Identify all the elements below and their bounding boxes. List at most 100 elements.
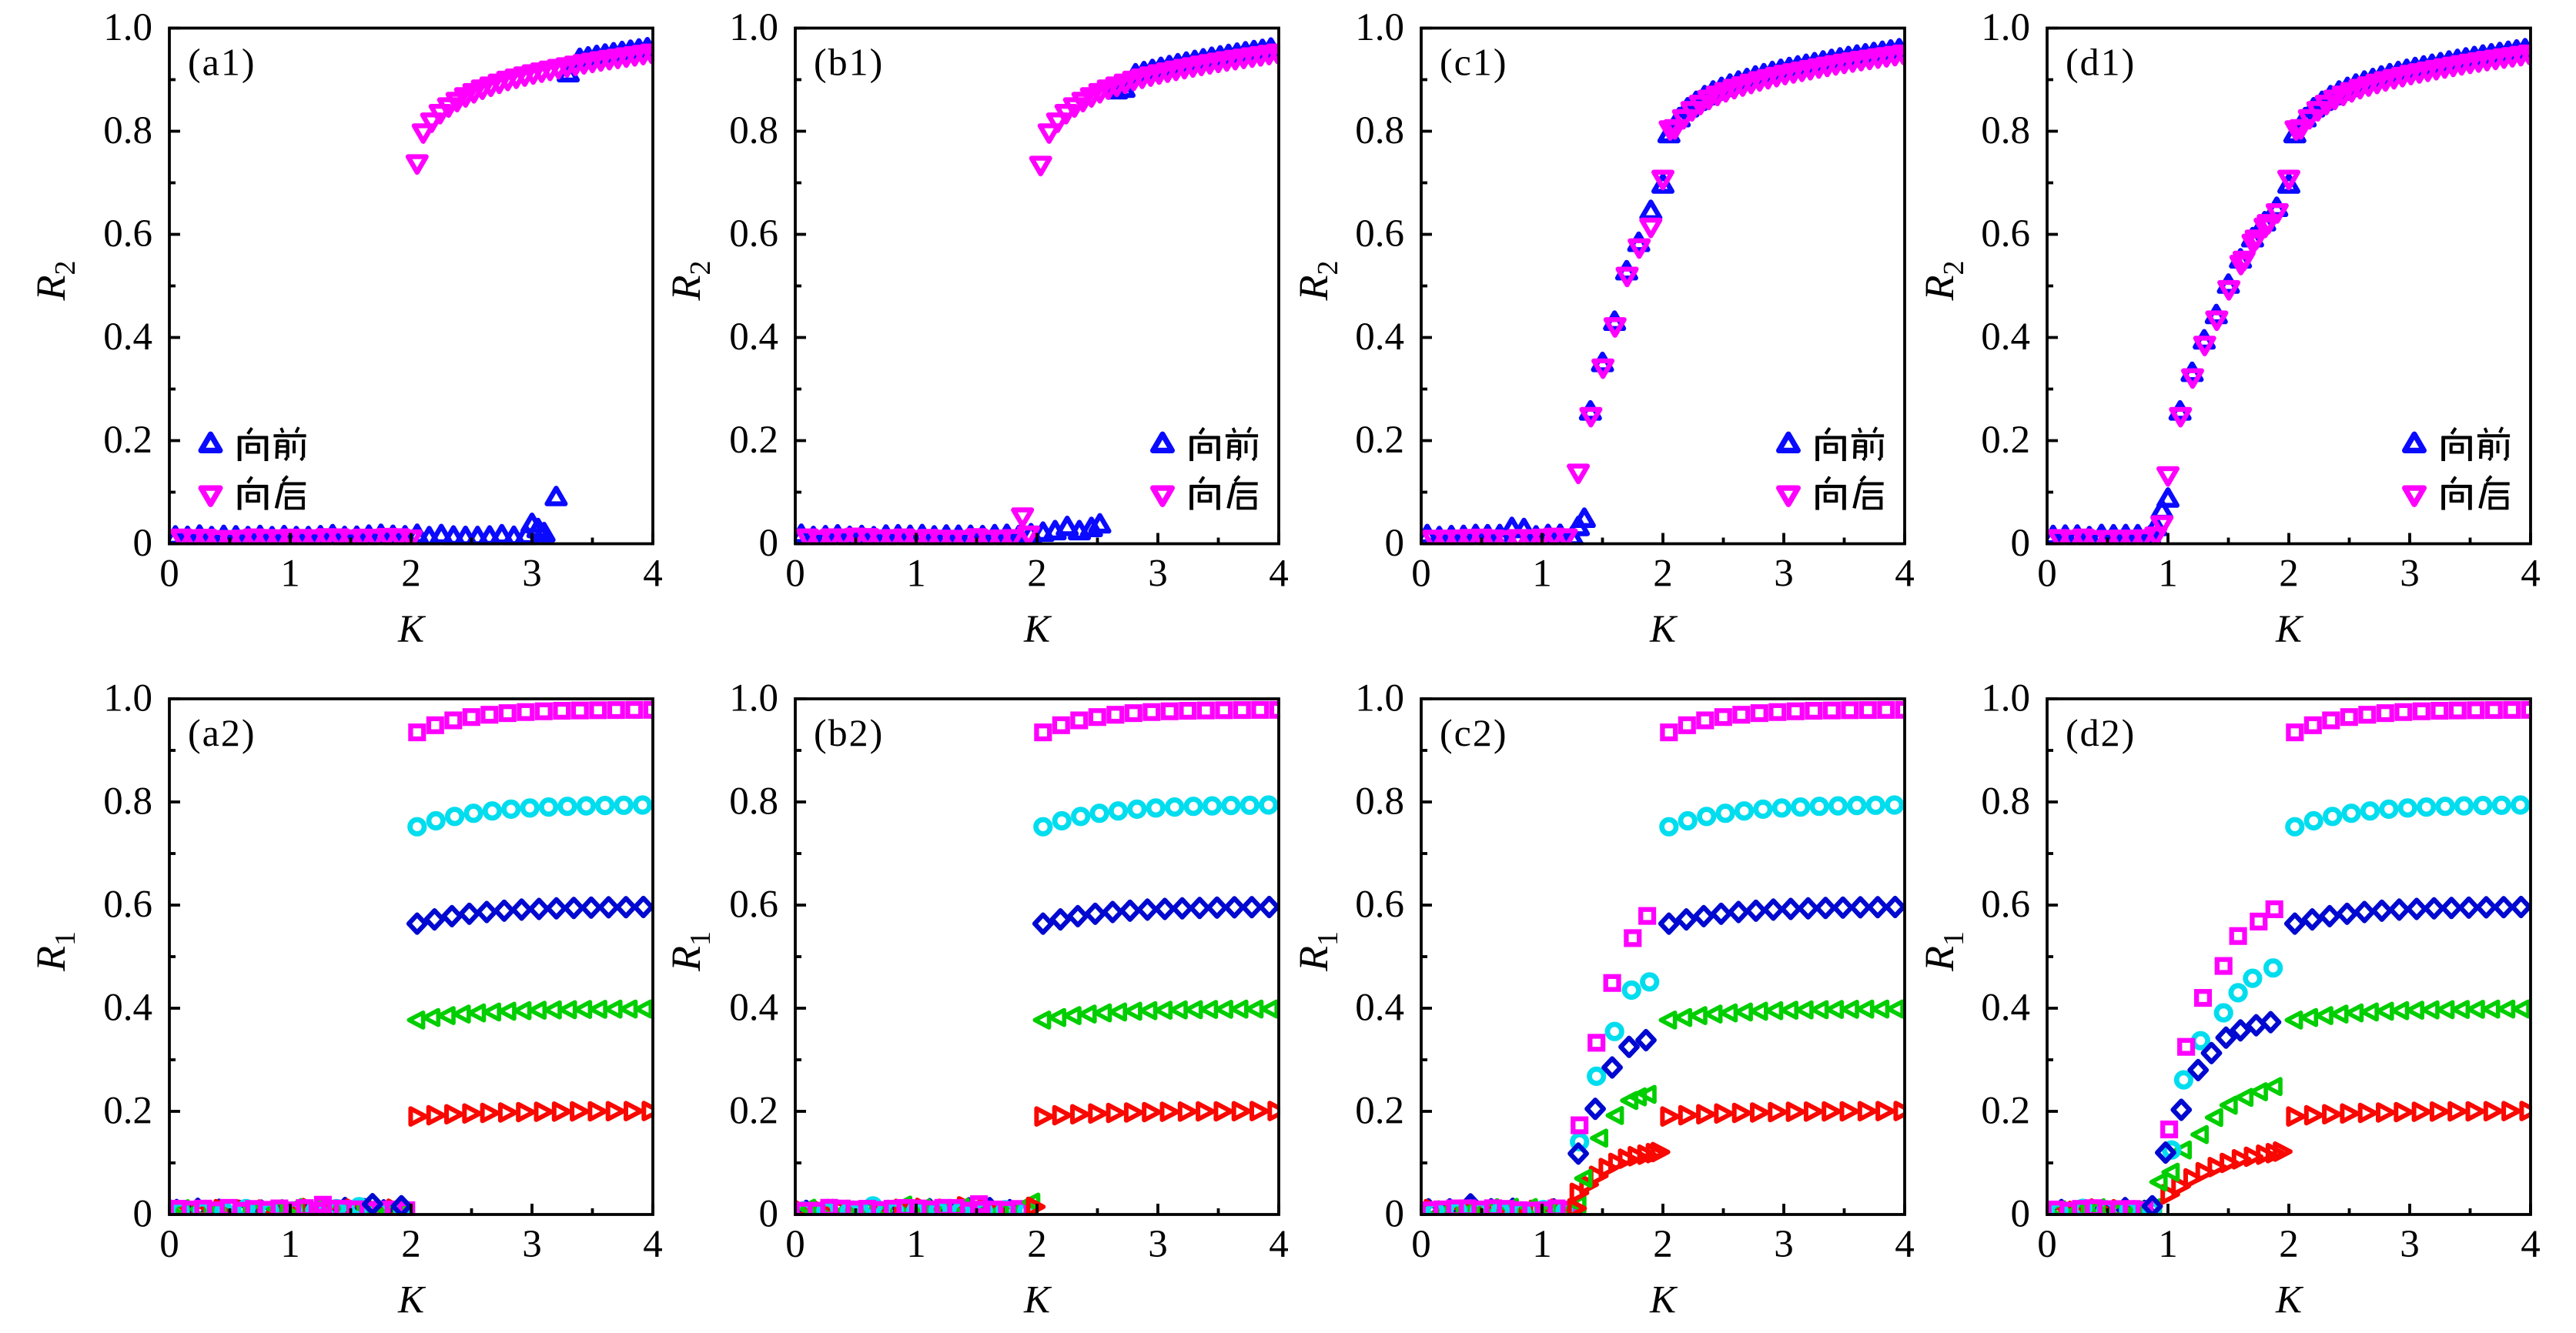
svg-text:2: 2 — [1653, 1223, 1673, 1266]
svg-text:0.8: 0.8 — [103, 109, 152, 152]
svg-text:0.6: 0.6 — [729, 884, 778, 927]
svg-text:(b2): (b2) — [814, 711, 884, 754]
svg-text:0.4: 0.4 — [729, 987, 778, 1030]
svg-text:(a1): (a1) — [188, 41, 256, 84]
svg-text:1: 1 — [906, 553, 926, 596]
svg-text:0: 0 — [133, 522, 153, 565]
svg-text:(b1): (b1) — [814, 41, 884, 84]
svg-text:0: 0 — [2037, 553, 2057, 596]
svg-text:0.8: 0.8 — [729, 780, 778, 824]
svg-text:0.8: 0.8 — [1355, 109, 1404, 152]
svg-text:1.0: 1.0 — [1981, 6, 2030, 49]
svg-text:0: 0 — [1411, 1223, 1431, 1266]
svg-text:0.4: 0.4 — [729, 316, 778, 359]
svg-text:0.4: 0.4 — [103, 316, 152, 359]
svg-text:0.4: 0.4 — [1355, 987, 1404, 1030]
svg-text:K: K — [2275, 1279, 2304, 1322]
svg-text:4: 4 — [1895, 1223, 1915, 1266]
svg-text:2: 2 — [401, 1223, 421, 1266]
svg-text:0.8: 0.8 — [1355, 780, 1404, 824]
svg-text:3: 3 — [2400, 1223, 2420, 1266]
svg-text:R2: R2 — [663, 261, 717, 302]
svg-text:(d2): (d2) — [2066, 711, 2136, 754]
svg-text:3: 3 — [1148, 1223, 1168, 1266]
svg-text:K: K — [397, 1279, 427, 1322]
svg-text:3: 3 — [522, 1223, 542, 1266]
svg-text:4: 4 — [2521, 553, 2541, 596]
svg-text:1: 1 — [280, 1223, 300, 1266]
svg-text:4: 4 — [2521, 1223, 2541, 1266]
svg-text:R1: R1 — [663, 931, 717, 972]
svg-text:3: 3 — [522, 553, 542, 596]
svg-text:K: K — [1649, 1279, 1678, 1322]
svg-text:1.0: 1.0 — [1355, 6, 1404, 49]
svg-text:0.2: 0.2 — [1981, 419, 2030, 462]
svg-text:0.6: 0.6 — [1981, 884, 2030, 927]
svg-text:0: 0 — [2011, 1193, 2031, 1236]
svg-text:2: 2 — [401, 553, 421, 596]
svg-text:0.8: 0.8 — [1981, 780, 2030, 824]
svg-text:0: 0 — [759, 1193, 779, 1236]
svg-text:1: 1 — [280, 553, 300, 596]
svg-text:0.2: 0.2 — [729, 1090, 778, 1133]
svg-text:0.6: 0.6 — [729, 212, 778, 256]
svg-text:4: 4 — [1895, 553, 1915, 596]
svg-text:1: 1 — [2158, 1223, 2178, 1266]
svg-text:0: 0 — [2037, 1223, 2057, 1266]
svg-text:0.8: 0.8 — [1981, 109, 2030, 152]
svg-text:3: 3 — [1774, 1223, 1794, 1266]
svg-text:0: 0 — [1385, 522, 1405, 565]
svg-text:0.6: 0.6 — [1355, 212, 1404, 256]
svg-text:0: 0 — [2011, 522, 2031, 565]
svg-text:0.2: 0.2 — [1355, 1090, 1404, 1133]
svg-text:2: 2 — [1653, 553, 1673, 596]
svg-text:(c1): (c1) — [1440, 41, 1508, 84]
svg-text:(c2): (c2) — [1440, 711, 1508, 754]
svg-text:0.4: 0.4 — [1355, 316, 1404, 359]
svg-text:0: 0 — [1411, 553, 1431, 596]
svg-text:0.2: 0.2 — [1355, 419, 1404, 462]
svg-text:0: 0 — [133, 1193, 153, 1236]
svg-text:K: K — [1649, 608, 1678, 651]
svg-text:0.2: 0.2 — [1981, 1090, 2030, 1133]
svg-text:0.8: 0.8 — [103, 780, 152, 824]
svg-text:1: 1 — [2158, 553, 2178, 596]
svg-text:1: 1 — [1532, 553, 1552, 596]
svg-text:K: K — [1023, 608, 1052, 651]
svg-text:1.0: 1.0 — [1355, 677, 1404, 720]
svg-text:1: 1 — [906, 1223, 926, 1266]
svg-text:4: 4 — [1269, 553, 1289, 596]
svg-text:0: 0 — [785, 553, 805, 596]
svg-text:0.6: 0.6 — [1981, 212, 2030, 256]
svg-text:0: 0 — [785, 1223, 805, 1266]
svg-text:0: 0 — [159, 553, 179, 596]
svg-text:3: 3 — [1148, 553, 1168, 596]
svg-text:0: 0 — [1385, 1193, 1405, 1236]
svg-text:1.0: 1.0 — [1981, 677, 2030, 720]
svg-text:0.2: 0.2 — [103, 1090, 152, 1133]
svg-text:1.0: 1.0 — [729, 6, 778, 49]
svg-text:0: 0 — [759, 522, 779, 565]
svg-text:1.0: 1.0 — [103, 6, 152, 49]
svg-text:0.6: 0.6 — [103, 212, 152, 256]
svg-text:0.4: 0.4 — [1981, 316, 2030, 359]
svg-text:0.2: 0.2 — [103, 419, 152, 462]
svg-text:0.8: 0.8 — [729, 109, 778, 152]
svg-text:0: 0 — [159, 1223, 179, 1266]
svg-text:3: 3 — [2400, 553, 2420, 596]
svg-text:0.2: 0.2 — [729, 419, 778, 462]
svg-text:3: 3 — [1774, 553, 1794, 596]
svg-text:4: 4 — [1269, 1223, 1289, 1266]
svg-text:2: 2 — [1027, 1223, 1047, 1266]
svg-text:K: K — [397, 608, 427, 651]
svg-text:0.6: 0.6 — [1355, 884, 1404, 927]
svg-text:(d1): (d1) — [2066, 41, 2136, 84]
svg-text:(a2): (a2) — [188, 711, 256, 754]
svg-text:2: 2 — [2279, 1223, 2299, 1266]
svg-text:2: 2 — [2279, 553, 2299, 596]
svg-text:1: 1 — [1532, 1223, 1552, 1266]
svg-text:1.0: 1.0 — [729, 677, 778, 720]
svg-text:0.4: 0.4 — [103, 987, 152, 1030]
svg-text:4: 4 — [643, 553, 663, 596]
svg-text:1.0: 1.0 — [103, 677, 152, 720]
